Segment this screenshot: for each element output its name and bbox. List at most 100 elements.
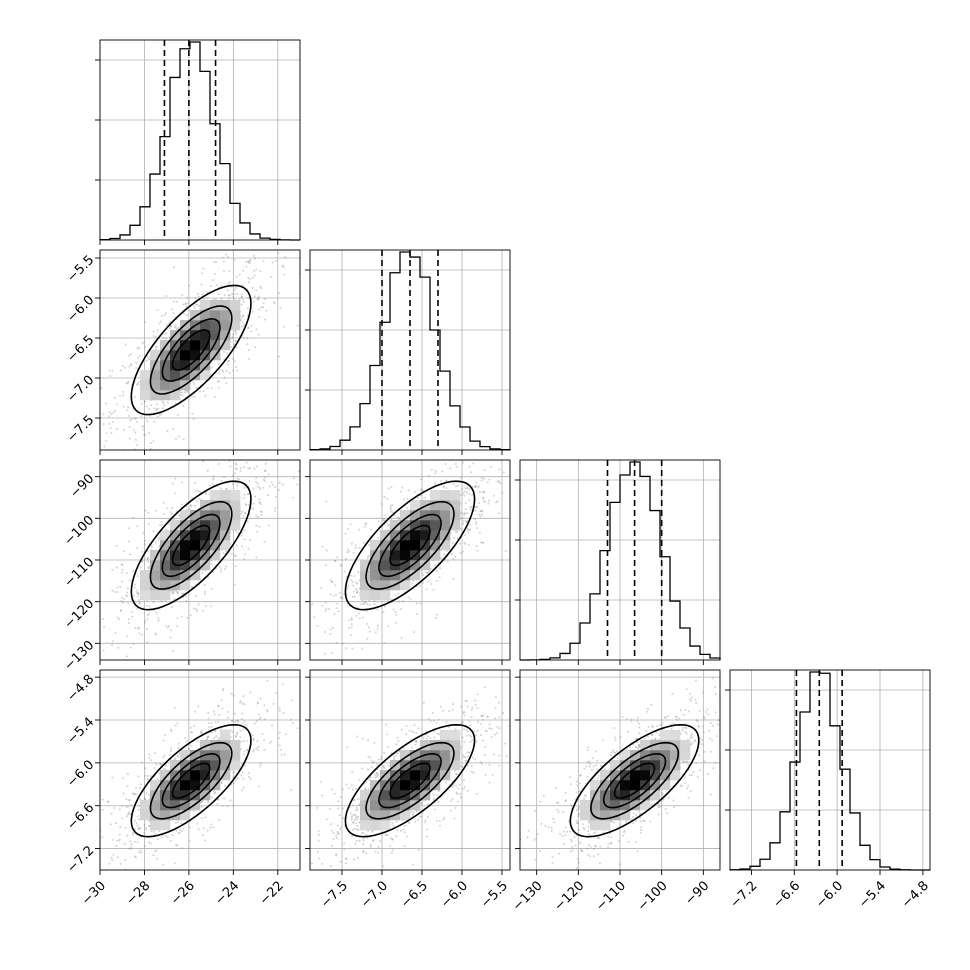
scatter-point — [197, 295, 200, 298]
density-cell — [440, 540, 451, 551]
density-cell — [370, 800, 381, 811]
scatter-point — [119, 369, 122, 372]
scatter-point — [459, 502, 462, 505]
scatter-point — [366, 603, 369, 606]
scatter-point — [486, 715, 489, 718]
scatter-point — [141, 425, 144, 428]
scatter-point — [392, 824, 395, 827]
panel-2-0: −130−120−110−100−90 — [61, 452, 301, 674]
scatter-point — [210, 587, 213, 590]
scatter-point — [245, 503, 248, 506]
scatter-point — [237, 532, 240, 535]
scatter-point — [331, 581, 334, 584]
scatter-point — [354, 822, 357, 825]
scatter-point — [144, 346, 147, 349]
scatter-point — [178, 832, 181, 835]
scatter-point — [127, 527, 130, 530]
scatter-point — [88, 397, 90, 399]
scatter-point — [95, 826, 97, 828]
scatter-point — [135, 421, 138, 424]
scatter-point — [174, 326, 177, 329]
scatter-point — [166, 626, 169, 629]
scatter-point — [182, 312, 185, 315]
scatter-point — [369, 843, 372, 846]
scatter-point — [173, 266, 176, 269]
scatter-point — [361, 737, 364, 740]
scatter-point — [137, 808, 140, 811]
scatter-point — [148, 841, 151, 844]
scatter-point — [377, 758, 380, 761]
scatter-point — [272, 702, 275, 705]
panel-frame — [309, 459, 511, 661]
scatter-point — [258, 316, 261, 319]
scatter-point — [514, 471, 516, 473]
scatter-point — [259, 697, 262, 700]
scatter-point — [389, 506, 392, 509]
scatter-point — [203, 839, 206, 842]
scatter-point — [164, 835, 167, 838]
scatter-point — [246, 520, 249, 523]
scatter-point — [350, 617, 353, 620]
scatter-point — [102, 423, 105, 426]
density-cell — [140, 390, 151, 401]
scatter-point — [411, 582, 414, 585]
scatter-point — [449, 809, 452, 812]
density-cell — [210, 330, 221, 341]
scatter-point — [165, 624, 168, 627]
scatter-point — [420, 802, 423, 805]
scatter-point — [364, 833, 367, 836]
scatter-point — [109, 427, 112, 430]
scatter-point — [486, 716, 489, 719]
scatter-point — [209, 826, 212, 829]
density-cell — [210, 540, 221, 551]
scatter-point — [281, 483, 284, 486]
density-cell — [140, 590, 151, 601]
scatter-point — [419, 585, 422, 588]
scatter-point — [456, 530, 459, 533]
scatter-point — [480, 510, 483, 513]
scatter-point — [221, 707, 224, 710]
scatter-point — [454, 728, 457, 731]
scatter-point — [348, 626, 351, 629]
scatter-point — [230, 783, 233, 786]
density-cell — [200, 330, 211, 341]
scatter-point — [278, 744, 281, 747]
scatter-point — [253, 295, 256, 298]
scatter-point — [90, 621, 92, 623]
scatter-point — [233, 258, 236, 261]
scatter-point — [389, 508, 392, 511]
scatter-point — [154, 832, 157, 835]
scatter-point — [148, 793, 151, 796]
scatter-point — [255, 465, 258, 468]
scatter-point — [278, 355, 281, 358]
scatter-point — [325, 549, 328, 552]
scatter-point — [387, 523, 390, 526]
scatter-point — [160, 836, 163, 839]
scatter-point — [353, 827, 356, 830]
scatter-point — [143, 539, 146, 542]
scatter-point — [240, 316, 243, 319]
scatter-point — [134, 583, 137, 586]
scatter-point — [273, 301, 276, 304]
scatter-point — [201, 800, 204, 803]
scatter-point — [187, 391, 190, 394]
scatter-point — [228, 270, 231, 273]
scatter-point — [345, 857, 348, 860]
scatter-point — [484, 729, 487, 732]
scatter-point — [255, 556, 258, 559]
density-cell — [230, 740, 241, 751]
scatter-point — [445, 781, 448, 784]
scatter-point — [466, 520, 469, 523]
scatter-point — [228, 359, 231, 362]
scatter-point — [194, 490, 197, 493]
scatter-point — [194, 710, 197, 713]
scatter-point — [362, 602, 365, 605]
density-cell — [370, 820, 381, 831]
scatter-point — [248, 480, 251, 483]
scatter-point — [208, 728, 211, 731]
scatter-point — [251, 452, 253, 454]
density-cell — [210, 530, 221, 541]
density-cell — [190, 520, 201, 531]
scatter-point — [140, 851, 143, 854]
scatter-point — [266, 709, 269, 712]
